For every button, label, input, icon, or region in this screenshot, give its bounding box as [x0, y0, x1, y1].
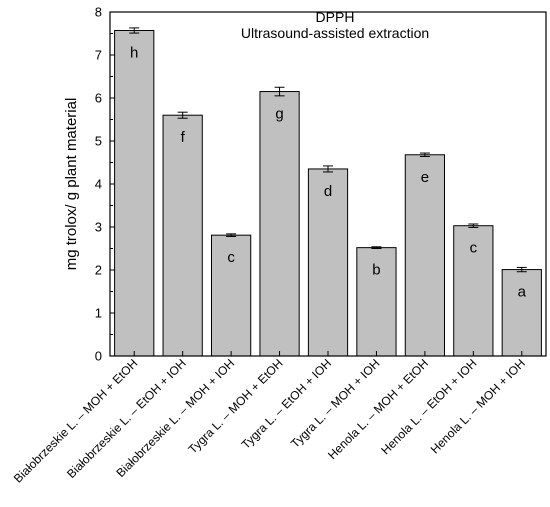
bar-significance-letter: g	[275, 106, 283, 123]
x-category-label: Tygra L. – EtOH + IOH	[239, 356, 334, 451]
x-axis: Białobrzeskie L. – MOH + EtOHBiałobrzesk…	[11, 351, 528, 486]
bar	[162, 114, 203, 357]
bar	[453, 225, 494, 357]
bar	[114, 29, 155, 357]
y-tick-label: 8	[95, 5, 102, 20]
x-category-label: Tygra L. – MOH + IOH	[288, 356, 383, 451]
y-tick-label: 4	[95, 177, 102, 192]
bar	[259, 91, 300, 357]
error-bars-layer	[129, 27, 527, 273]
x-category-label: Henola L. – EtOH + IOH	[378, 356, 479, 457]
y-tick-label: 6	[95, 91, 102, 106]
significance-letters-layer: h f c g d b e c a	[130, 44, 527, 300]
y-tick-label: 5	[95, 134, 102, 149]
y-axis-title: mg trolox/ g plant material	[63, 98, 80, 271]
y-tick-label: 0	[95, 349, 102, 364]
chart-title: DPPH	[316, 9, 355, 25]
bar-significance-letter: c	[470, 240, 478, 257]
bar-significance-letter: a	[518, 284, 527, 301]
y-tick-label: 3	[95, 220, 102, 235]
bar-significance-letter: f	[181, 129, 186, 146]
x-category-label: Henola L. – MOH + IOH	[428, 356, 528, 456]
bar-significance-letter: h	[130, 44, 138, 61]
bar-significance-letter: b	[372, 262, 380, 279]
bar	[501, 269, 542, 357]
x-category-label: Henola L. – MOH + EtOH	[325, 356, 431, 462]
bar-significance-letter: e	[421, 169, 429, 186]
y-axis: 0 1 2 3 4 5 6 7 8	[95, 5, 115, 364]
y-tick-label: 2	[95, 263, 102, 278]
y-tick-label: 7	[95, 48, 102, 63]
chart-subtitle: Ultrasound-assisted extraction	[241, 25, 429, 41]
y-tick-label: 1	[95, 306, 102, 321]
x-category-label: Tygra L. – MOH + EtOH	[185, 356, 285, 456]
bars-layer	[114, 29, 542, 357]
bar	[356, 247, 397, 357]
bar-significance-letter: d	[324, 183, 332, 200]
bar-significance-letter: c	[227, 249, 235, 266]
